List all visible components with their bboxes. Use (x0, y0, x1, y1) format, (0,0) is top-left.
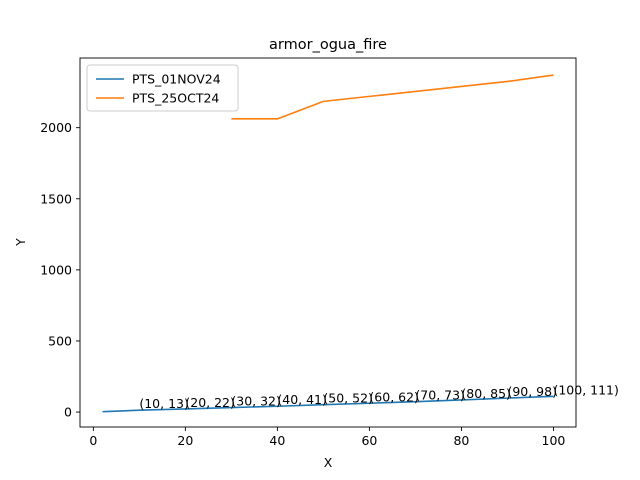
data-label: (40, 41) (277, 392, 327, 407)
legend-label: PTS_25OCT24 (132, 91, 219, 106)
data-label: (90, 98) (507, 384, 557, 399)
axes-frame (79, 57, 577, 428)
x-tick-label: 40 (269, 433, 285, 448)
series-line-PTS_01NOV24 (102, 395, 554, 413)
data-label: (10, 13) (139, 396, 189, 411)
x-tick-label: 100 (542, 433, 566, 448)
legend-label: PTS_01NOV24 (132, 72, 221, 87)
y-tick-label: 0 (64, 405, 72, 420)
data-label: (50, 52) (323, 391, 373, 406)
x-tick-label: 60 (361, 433, 377, 448)
data-label: (100, 111) (553, 382, 618, 397)
data-label: (80, 85) (461, 386, 511, 401)
plot-area: (10, 13)(20, 22)(30, 32)(40, 41)(50, 52)… (40, 57, 619, 448)
data-label: (30, 32) (231, 394, 281, 409)
x-tick-label: 0 (89, 433, 97, 448)
data-label: (70, 73) (415, 388, 465, 403)
x-axis-label: X (324, 455, 333, 470)
x-tick-label: 80 (453, 433, 469, 448)
y-tick-label: 1000 (40, 262, 72, 277)
y-tick-label: 2000 (40, 120, 72, 135)
y-tick-label: 1500 (40, 191, 72, 206)
y-axis-label: Y (13, 238, 28, 247)
legend-box (86, 64, 239, 112)
series-line-PTS_25OCT24 (231, 74, 554, 120)
y-tick-label: 500 (48, 333, 72, 348)
x-tick-label: 20 (177, 433, 193, 448)
data-label: (20, 22) (185, 395, 235, 410)
data-label: (60, 62) (369, 389, 419, 404)
chart-title: armor_ogua_fire (269, 37, 387, 53)
